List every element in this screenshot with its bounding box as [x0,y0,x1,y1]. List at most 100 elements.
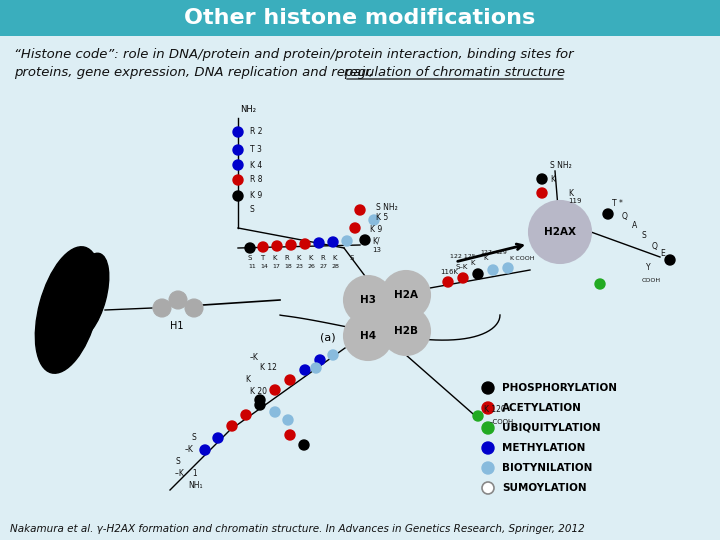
Circle shape [503,263,513,273]
Text: 119: 119 [568,198,582,204]
Circle shape [300,365,310,375]
Ellipse shape [35,247,101,373]
Circle shape [200,445,210,455]
Circle shape [227,421,237,431]
Circle shape [488,265,498,275]
Text: A: A [632,221,637,231]
Circle shape [473,411,483,421]
Circle shape [595,279,605,289]
Circle shape [270,407,280,417]
Text: K: K [332,255,336,261]
Text: T: T [260,255,264,261]
Circle shape [153,299,171,317]
Circle shape [350,223,360,233]
Text: K: K [568,188,573,198]
Circle shape [241,410,251,420]
Text: 18: 18 [284,265,292,269]
Text: K: K [296,255,300,261]
Text: K/: K/ [372,237,379,246]
Circle shape [233,160,243,170]
Circle shape [328,237,338,247]
FancyBboxPatch shape [0,0,720,36]
Circle shape [482,422,494,434]
Circle shape [369,215,379,225]
Text: –K: –K [250,353,259,361]
Circle shape [233,191,243,201]
Circle shape [344,312,392,360]
Text: K 4: K 4 [250,160,262,170]
Circle shape [328,350,338,360]
Circle shape [665,255,675,265]
Text: S: S [248,255,253,261]
Text: (a): (a) [320,333,336,343]
Text: S: S [175,457,180,467]
Text: K COOH: K COOH [510,255,534,260]
Text: –COOH: –COOH [490,419,514,425]
Text: S–K: S–K [455,264,467,270]
Text: 23: 23 [296,265,304,269]
Text: H2A: H2A [394,290,418,300]
Text: H1: H1 [170,321,184,331]
Text: 13: 13 [372,247,381,253]
Circle shape [285,430,295,440]
Circle shape [314,238,324,248]
Text: BIOTYNILATION: BIOTYNILATION [502,463,593,473]
Circle shape [537,174,547,184]
Circle shape [233,175,243,185]
Text: K: K [308,255,312,261]
Circle shape [300,239,310,249]
Text: regulation of chromatin structure: regulation of chromatin structure [344,66,565,79]
Text: T 3: T 3 [250,145,262,154]
Circle shape [233,145,243,155]
Text: S: S [192,434,197,442]
Text: COOH: COOH [642,278,661,282]
Text: 129: 129 [495,249,507,254]
Text: K: K [483,255,487,261]
Circle shape [286,240,296,250]
Circle shape [382,271,430,319]
Circle shape [283,415,293,425]
Text: 11: 11 [248,265,256,269]
Circle shape [473,269,483,279]
Text: 17: 17 [272,265,280,269]
Circle shape [233,127,243,137]
Text: K 20: K 20 [250,388,267,396]
Text: 28: 28 [332,265,340,269]
Text: S: S [642,232,647,240]
Circle shape [382,307,430,355]
Circle shape [360,235,370,245]
Text: 127: 127 [480,249,492,254]
Text: proteins, gene expression, DNA replication and repair,: proteins, gene expression, DNA replicati… [14,66,378,79]
Text: UBIQUITYLATION: UBIQUITYLATION [502,423,600,433]
Text: H3: H3 [360,295,376,305]
Text: –K: –K [185,446,194,455]
Text: NH₂: NH₂ [240,105,256,114]
Text: S: S [350,255,354,261]
Text: “Histone code”: role in DNA/protein and protein/protein interaction, binding sit: “Histone code”: role in DNA/protein and … [14,48,574,61]
Circle shape [344,276,392,324]
Text: 27: 27 [320,265,328,269]
Circle shape [482,442,494,454]
Text: R: R [320,255,325,261]
Text: K: K [245,375,250,384]
Text: H2AX: H2AX [544,227,576,237]
Text: METHYLATION: METHYLATION [502,443,585,453]
Circle shape [603,209,613,219]
Text: E: E [660,249,665,259]
Text: K: K [272,255,276,261]
Circle shape [213,433,223,443]
Text: NH₁: NH₁ [188,482,202,490]
Text: –K      1: –K 1 [175,469,197,478]
Circle shape [255,395,265,405]
Text: Q: Q [652,241,658,251]
Circle shape [245,243,255,253]
Text: K: K [550,174,555,184]
Text: 14: 14 [260,265,268,269]
Text: K 120: K 120 [484,406,505,415]
Circle shape [482,402,494,414]
Text: Nakamura et al. γ-H2AX formation and chromatin structure. In Advances in Genetic: Nakamura et al. γ-H2AX formation and chr… [10,524,585,534]
Circle shape [169,291,187,309]
Text: Y: Y [646,264,651,273]
Circle shape [185,299,203,317]
Text: S NH₂: S NH₂ [376,202,397,212]
